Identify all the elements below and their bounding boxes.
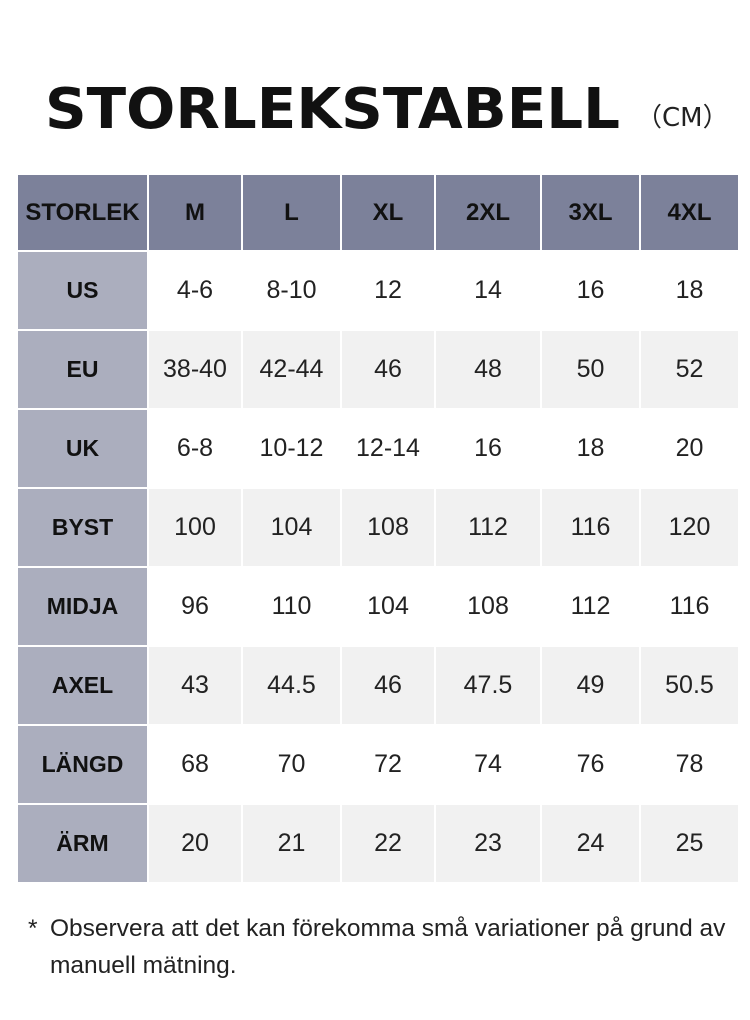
- table-cell: 14: [436, 252, 540, 329]
- row-header: EU: [18, 331, 147, 408]
- unit: （CM）: [636, 103, 729, 133]
- column-header: 2XL: [436, 175, 540, 250]
- table-cell: 23: [436, 805, 540, 882]
- table-cell: 112: [542, 568, 639, 645]
- table-cell: 20: [149, 805, 241, 882]
- table-cell: 38-40: [149, 331, 241, 408]
- table-cell: 48: [436, 331, 540, 408]
- table-cell: 49: [542, 647, 639, 724]
- table-cell: 47.5: [436, 647, 540, 724]
- table-cell: 44.5: [243, 647, 340, 724]
- table-cell: 110: [243, 568, 340, 645]
- table-cell: 25: [641, 805, 738, 882]
- table-cell: 4-6: [149, 252, 241, 329]
- table-cell: 116: [542, 489, 639, 566]
- table-cell: 22: [342, 805, 434, 882]
- row-header: AXEL: [18, 647, 147, 724]
- column-header: STORLEK: [18, 175, 147, 250]
- table-cell: 104: [342, 568, 434, 645]
- table-cell: 96: [149, 568, 241, 645]
- table-cell: 18: [542, 410, 639, 487]
- column-header: XL: [342, 175, 434, 250]
- table-cell: 78: [641, 726, 738, 803]
- table-cell: 100: [149, 489, 241, 566]
- table-cell: 120: [641, 489, 738, 566]
- table-cell: 46: [342, 647, 434, 724]
- table-cell: 68: [149, 726, 241, 803]
- table-cell: 112: [436, 489, 540, 566]
- table-cell: 42-44: [243, 331, 340, 408]
- table-cell: 43: [149, 647, 241, 724]
- table-cell: 50: [542, 331, 639, 408]
- column-header: 4XL: [641, 175, 738, 250]
- table-cell: 50.5: [641, 647, 738, 724]
- row-header: US: [18, 252, 147, 329]
- column-header: M: [149, 175, 241, 250]
- table-cell: 20: [641, 410, 738, 487]
- row-header: LÄNGD: [18, 726, 147, 803]
- table-cell: 12: [342, 252, 434, 329]
- table-cell: 76: [542, 726, 639, 803]
- column-header: L: [243, 175, 340, 250]
- table-cell: 6-8: [149, 410, 241, 487]
- table-cell: 12-14: [342, 410, 434, 487]
- footnote-text: Observera att det kan förekomma små vari…: [50, 915, 726, 979]
- title: STORLEKSTABELL: [45, 77, 620, 142]
- footnote-marker: *: [28, 915, 38, 942]
- table-cell: 72: [342, 726, 434, 803]
- table-cell: 18: [641, 252, 738, 329]
- table-cell: 16: [436, 410, 540, 487]
- table-cell: 104: [243, 489, 340, 566]
- table-cell: 108: [436, 568, 540, 645]
- row-header: UK: [18, 410, 147, 487]
- row-header: MIDJA: [18, 568, 147, 645]
- table-cell: 70: [243, 726, 340, 803]
- table-cell: 24: [542, 805, 639, 882]
- table-cell: 46: [342, 331, 434, 408]
- column-header: 3XL: [542, 175, 639, 250]
- row-header: BYST: [18, 489, 147, 566]
- size-table: STORLEK M L XL 2XL 3XL 4XL US 4-6 8-10 12 14 16 18 EU 3…: [18, 175, 738, 882]
- table-cell: 21: [243, 805, 340, 882]
- table-cell: 52: [641, 331, 738, 408]
- table-cell: 16: [542, 252, 639, 329]
- table-cell: 108: [342, 489, 434, 566]
- table-cell: 8-10: [243, 252, 340, 329]
- table-cell: 116: [641, 568, 738, 645]
- row-header: ÄRM: [18, 805, 147, 882]
- title-area: STORLEKSTABELL （CM）: [45, 77, 729, 142]
- table-cell: 10-12: [243, 410, 340, 487]
- table-cell: 74: [436, 726, 540, 803]
- footnote: * Observera att det kan förekomma små va…: [28, 910, 728, 984]
